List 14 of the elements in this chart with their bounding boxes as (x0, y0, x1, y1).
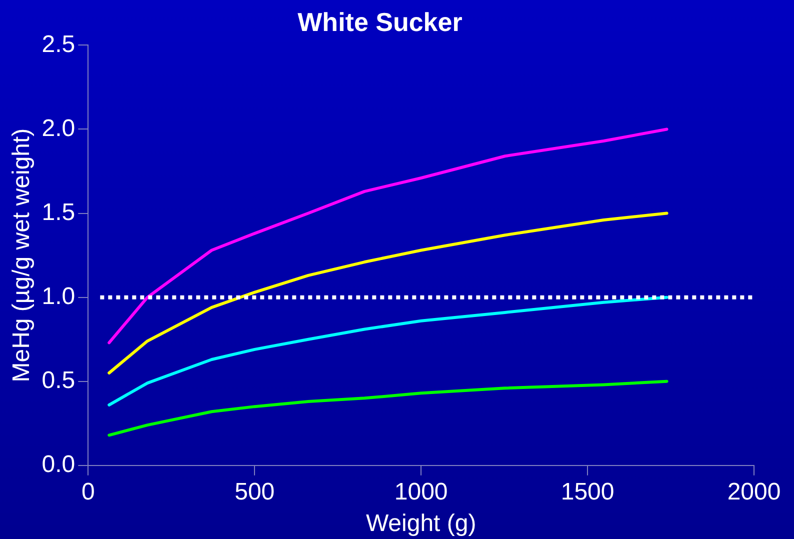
chart-title: White Sucker (298, 6, 462, 37)
y-tick-label: 2.0 (42, 114, 76, 142)
x-tick-label: 500 (234, 478, 275, 506)
x-tick-label: 0 (81, 478, 95, 506)
y-tick-label: 2.5 (42, 30, 76, 58)
x-axis-title: Weight (g) (366, 510, 476, 538)
x-tick-label: 1000 (394, 478, 448, 506)
y-tick-label: 1.5 (42, 198, 76, 226)
y-tick-label: 1.0 (42, 282, 76, 310)
x-tick-label: 2000 (727, 478, 781, 506)
x-tick-label: 1500 (560, 478, 614, 506)
y-tick-label: 0.5 (42, 366, 76, 394)
y-axis-title: MeHg (µg/g wet weight) (8, 128, 36, 382)
y-tick-label: 0.0 (42, 451, 76, 478)
